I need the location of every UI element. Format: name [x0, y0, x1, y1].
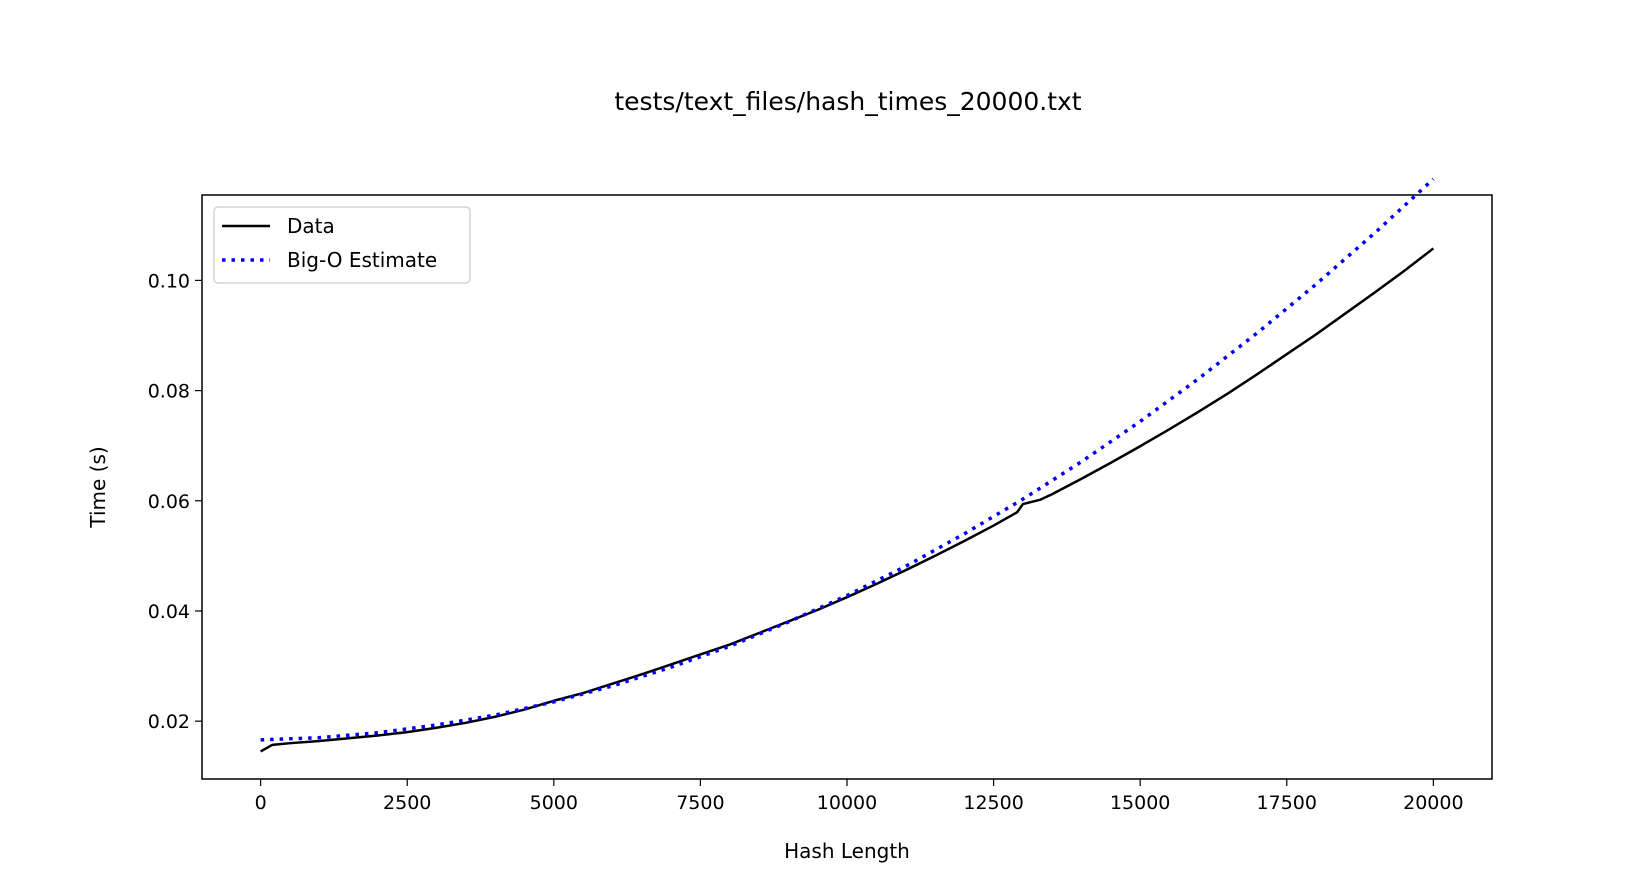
x-tick-label: 17500 [1257, 792, 1317, 814]
legend-entry-big-o: Big-O Estimate [287, 248, 437, 272]
y-axis-label: Time (s) [86, 446, 110, 528]
x-axis: 0 2500 5000 7500 10000 12500 15000 17500 20000 [255, 779, 1464, 814]
legend-box [213, 206, 471, 284]
legend-entry-data: Data [287, 214, 335, 238]
legend: Data Big-O Estimate [213, 206, 471, 284]
series-line-big-o-estimate [260, 177, 1435, 742]
y-tick-label: 0.06 [148, 491, 190, 513]
y-tick-label: 0.08 [148, 381, 190, 403]
x-tick-label: 10000 [817, 792, 877, 814]
x-tick-label: 12500 [963, 792, 1023, 814]
x-tick-label: 5000 [530, 792, 578, 814]
x-tick-label: 0 [255, 792, 267, 814]
y-tick-label: 0.02 [148, 711, 190, 733]
series-line-data [260, 247, 1435, 753]
y-tick-label: 0.10 [148, 270, 190, 292]
x-tick-label: 15000 [1110, 792, 1170, 814]
y-tick-label: 0.04 [148, 601, 190, 623]
x-axis-label: Hash Length [784, 839, 910, 863]
y-axis: 0.02 0.04 0.06 0.08 0.10 [148, 270, 202, 733]
series-layer [260, 177, 1435, 753]
x-tick-label: 7500 [676, 792, 724, 814]
x-tick-label: 20000 [1403, 792, 1463, 814]
x-tick-label: 2500 [383, 792, 431, 814]
chart-title: tests/text_files/hash_times_20000.txt [614, 87, 1081, 116]
